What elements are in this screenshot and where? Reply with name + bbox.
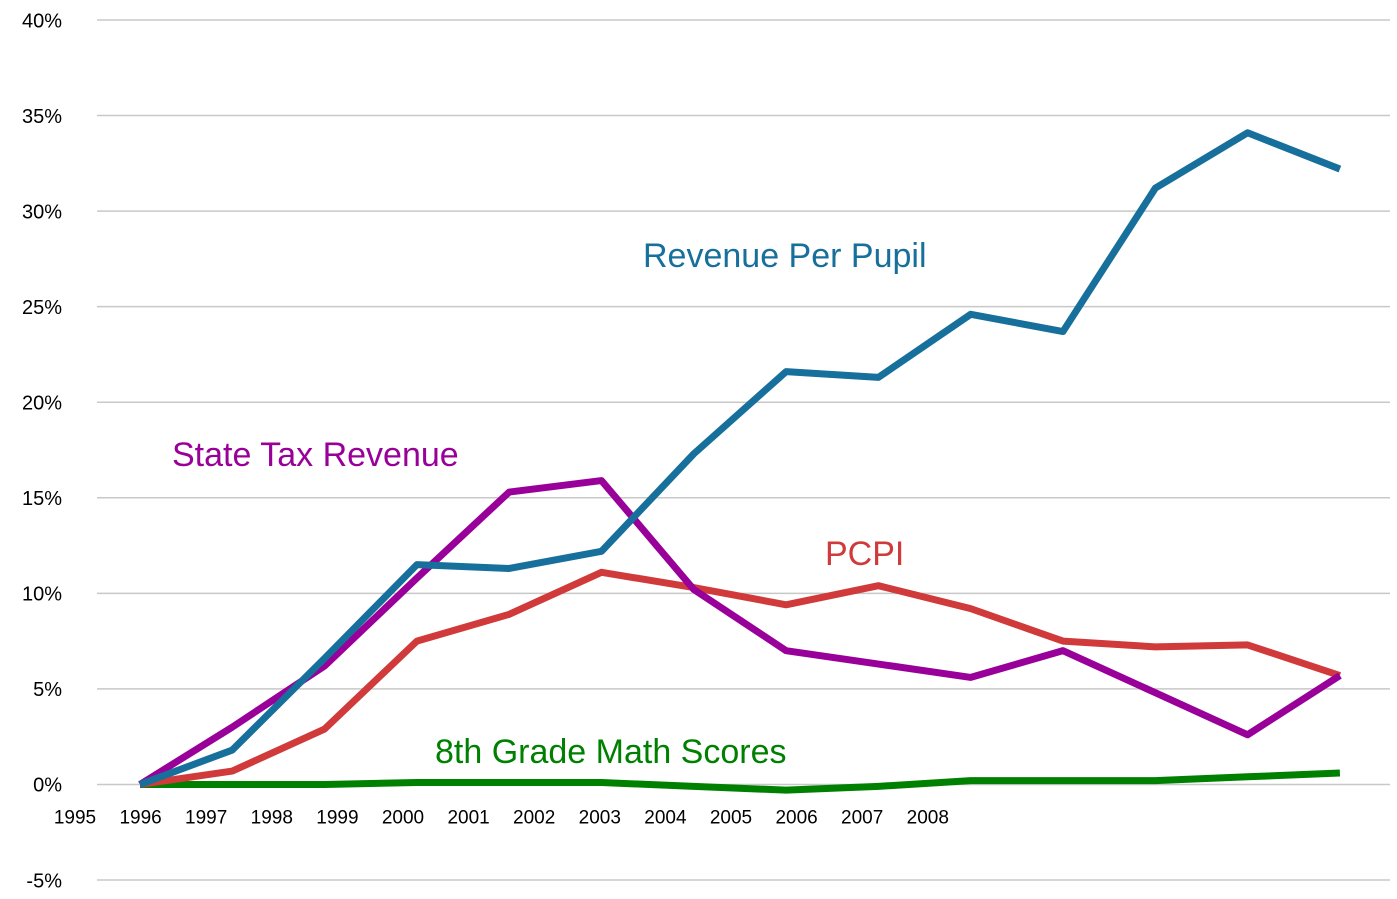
x-tick-label: 2007 xyxy=(841,807,883,828)
series-line xyxy=(139,568,1342,788)
y-tick-label: 30% xyxy=(22,201,62,223)
x-tick-label: 2008 xyxy=(907,807,949,828)
x-tick-label: 2002 xyxy=(513,807,555,828)
series-label: 8th Grade Math Scores xyxy=(435,733,787,771)
x-tick-label: 2004 xyxy=(644,807,687,828)
series-label: PCPI xyxy=(825,535,904,573)
x-tick-label: 1999 xyxy=(316,807,358,828)
y-tick-label: 20% xyxy=(22,393,62,415)
y-tick-label: 0% xyxy=(33,775,62,797)
y-tick-label: 10% xyxy=(22,584,62,606)
x-tick-label: 2001 xyxy=(447,807,489,828)
x-tick-label: 1997 xyxy=(185,807,227,828)
x-tick-label: 1995 xyxy=(54,807,96,828)
y-tick-label: 5% xyxy=(33,679,62,701)
x-tick-label: 2003 xyxy=(579,807,621,828)
series-line xyxy=(138,129,1342,788)
x-tick-label: 2005 xyxy=(710,807,752,828)
x-tick-label: 1996 xyxy=(119,807,161,828)
x-tick-label: 2000 xyxy=(382,807,424,828)
y-tick-label: 25% xyxy=(22,297,62,319)
y-tick-label: 15% xyxy=(22,488,62,510)
y-tick-label: 35% xyxy=(22,106,62,128)
y-tick-label: -5% xyxy=(26,870,62,892)
x-tick-label: 1998 xyxy=(251,807,293,828)
x-tick-label: 2006 xyxy=(775,807,817,828)
series-label: State Tax Revenue xyxy=(172,436,459,474)
series-line xyxy=(138,477,1342,788)
y-tick-label: 40% xyxy=(22,10,62,32)
series-line xyxy=(140,769,1341,794)
series-label: Revenue Per Pupil xyxy=(643,237,927,275)
